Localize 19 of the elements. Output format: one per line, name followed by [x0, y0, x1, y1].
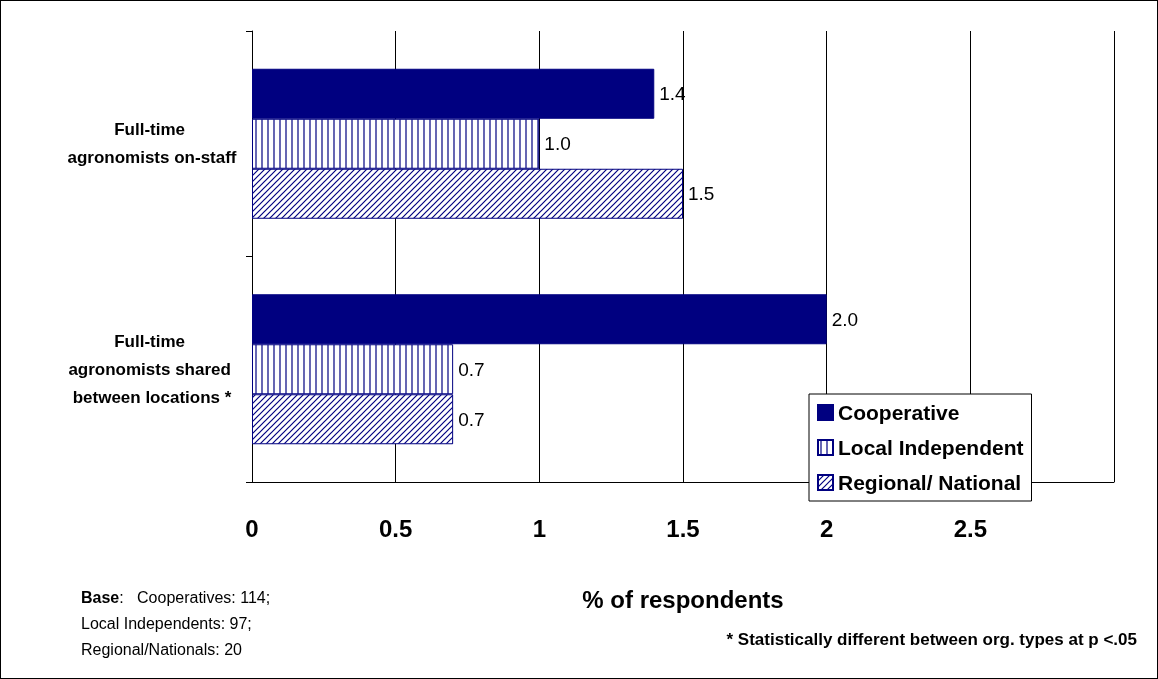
data-label: 1.5: [688, 183, 715, 205]
text: Base: Cooperatives: 114; Local Independents: 97; Regional/Nationals: 20: [81, 588, 271, 658]
data-label: 0.7: [458, 408, 485, 430]
x-tick-label: 2.5: [953, 514, 988, 542]
legend-label: Regional/ National: [838, 471, 1022, 494]
x-tick-label: 1.5: [666, 514, 700, 542]
legend-label: Cooperative: [838, 401, 960, 424]
data-label: 2.0: [831, 308, 859, 330]
x-tick-label: 2: [819, 514, 834, 542]
x-axis-title: % of respondents: [582, 585, 784, 613]
y-tick-label: Full-time agronomists on-staff: [67, 120, 237, 168]
data-label: 0.7: [458, 358, 485, 380]
legend-label: Local Independent: [838, 436, 1024, 459]
x-tick-label: 0: [245, 514, 259, 542]
x-tick-label: 1: [532, 514, 547, 542]
y-tick-label: Full-time agronomists shared between locations *: [68, 331, 236, 407]
data-label: 1.0: [544, 133, 571, 155]
x-tick-label: 0.5: [378, 514, 413, 542]
text: * Statistically different between org. types at p <.05: [726, 630, 1137, 649]
